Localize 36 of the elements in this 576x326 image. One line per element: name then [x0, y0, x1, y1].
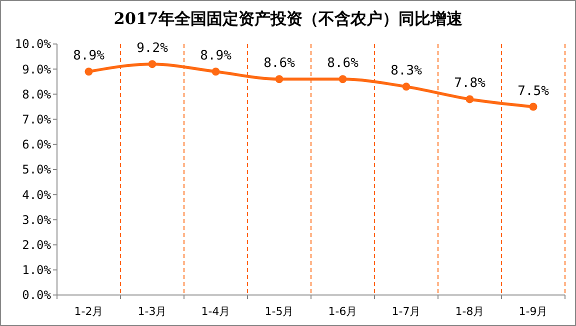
- x-tick-label: 1-6月: [328, 305, 358, 318]
- data-label: 8.9%: [200, 48, 232, 64]
- x-tick-label: 1-5月: [264, 305, 294, 318]
- y-tick-label: 0.0%: [22, 288, 52, 302]
- data-label: 8.6%: [327, 56, 359, 72]
- point: [212, 68, 220, 76]
- y-tick-label: 3.0%: [22, 212, 52, 227]
- point: [84, 68, 93, 76]
- data-label: 8.9%: [73, 48, 105, 64]
- x-tick-label: 1-2月: [74, 305, 104, 318]
- chart-title: 2017年全国固定资产投资（不含农户）同比增速: [114, 9, 464, 28]
- y-tick-label: 9.0%: [22, 62, 52, 76]
- x-tick-label: 1-7月: [392, 305, 421, 318]
- data-label: 7.5%: [518, 84, 550, 99]
- point: [529, 102, 538, 111]
- x-tick-label: 1-9月: [518, 305, 548, 318]
- y-tick-label: 4.0%: [22, 188, 52, 202]
- data-label: 9.2%: [136, 41, 168, 56]
- y-tick-label: 10.0%: [14, 37, 52, 52]
- y-tick-label: 1.0%: [22, 263, 52, 278]
- y-tick-label: 7.0%: [22, 112, 52, 126]
- x-tick-label: 1-8月: [455, 305, 484, 318]
- point: [148, 60, 156, 68]
- data-label: 8.3%: [390, 64, 422, 79]
- y-tick-label: 5.0%: [22, 162, 52, 177]
- x-tick-label: 1-3月: [138, 305, 167, 318]
- data-label: 7.8%: [454, 76, 486, 92]
- point: [275, 75, 284, 84]
- data-label: 8.6%: [264, 56, 296, 72]
- point: [466, 95, 474, 104]
- x-tick-label: 1-4月: [201, 305, 230, 318]
- point: [338, 75, 347, 84]
- y-tick-label: 6.0%: [22, 138, 52, 152]
- y-tick-label: 8.0%: [22, 87, 52, 102]
- point: [402, 82, 410, 91]
- y-tick-label: 2.0%: [22, 238, 52, 252]
